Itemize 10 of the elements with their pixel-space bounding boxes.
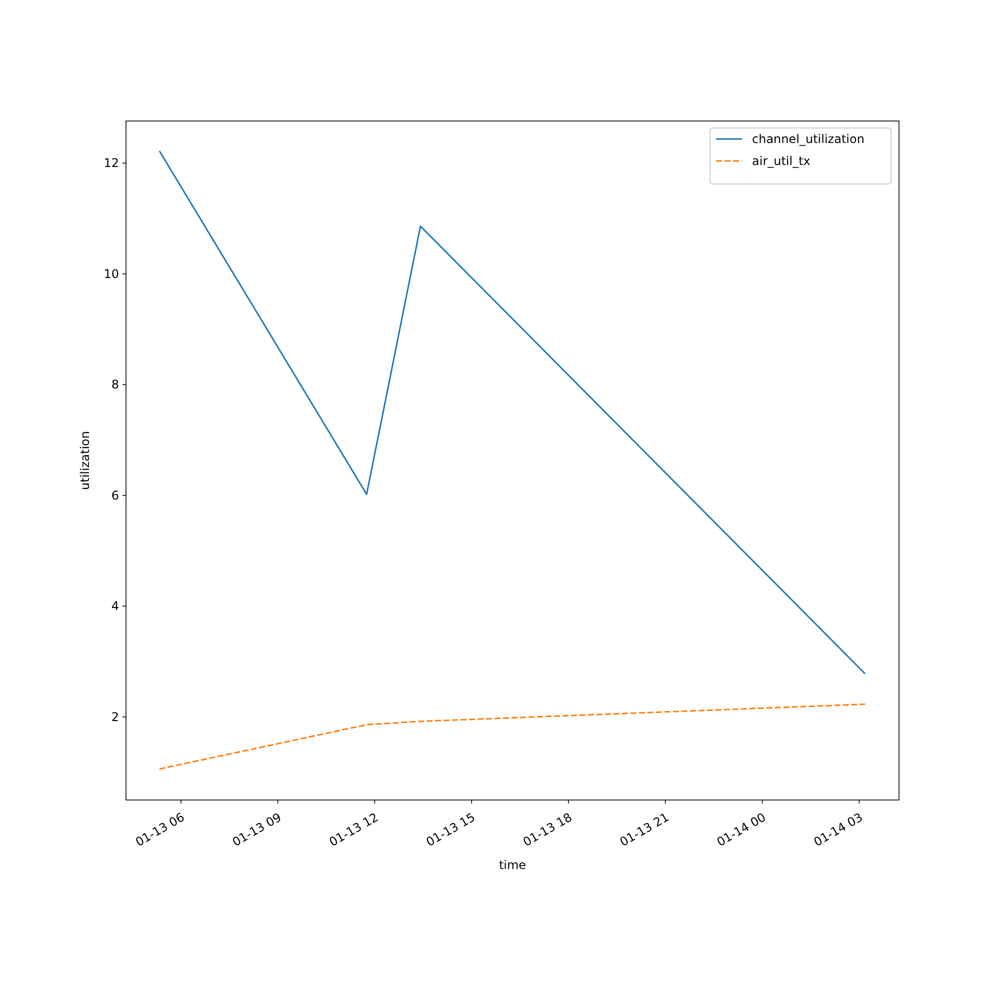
y-tick-label: 10 xyxy=(104,266,119,281)
y-axis-title: utilization xyxy=(78,431,92,490)
y-tick-label: 8 xyxy=(111,378,119,392)
y-tick-label: 12 xyxy=(104,156,119,170)
y-tick-label: 4 xyxy=(111,599,119,614)
x-axis-title: time xyxy=(498,858,526,872)
legend-label: air_util_tx xyxy=(752,154,810,168)
legend-label: channel_utilization xyxy=(752,132,864,146)
y-tick-label: 2 xyxy=(111,710,119,724)
y-tick-label: 6 xyxy=(111,488,119,502)
